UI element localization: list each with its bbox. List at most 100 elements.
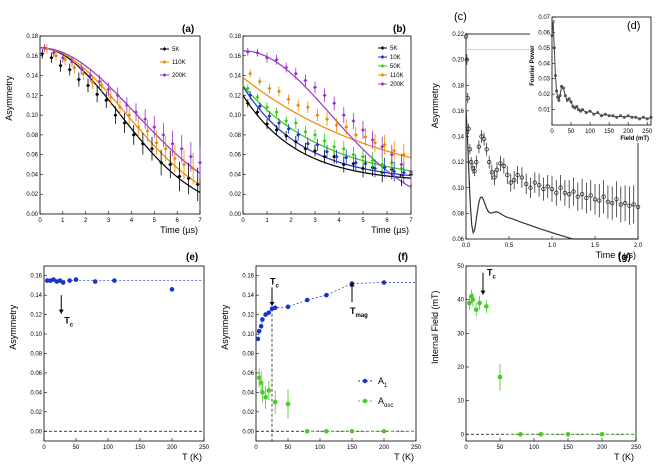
data-point: [622, 200, 628, 206]
data-point: [169, 287, 175, 292]
data-point: [322, 93, 327, 98]
data-point: [373, 140, 377, 145]
y-tick-label: 0.06: [30, 371, 42, 377]
x-tick-label: 0: [550, 129, 554, 135]
data-point: [79, 66, 84, 71]
x-tick-label: 1: [265, 218, 269, 224]
data-point: [501, 163, 507, 169]
panel-label: (d): [627, 20, 640, 32]
data-point: [124, 103, 129, 108]
data-point: [334, 154, 339, 159]
data-point: [341, 146, 346, 151]
data-point: [136, 124, 141, 129]
data-point: [51, 50, 56, 55]
data-point: [332, 154, 337, 159]
x-tick-label: 50: [73, 445, 80, 451]
x-tick-label: 1.0: [548, 243, 557, 249]
panel-d: 0.01 0.02 0.03 0.04 0.05 0.06 0.07 0 50 100 150 200…: [530, 9, 655, 143]
data-point: [265, 122, 269, 127]
data-point: [563, 94, 567, 98]
data-point: [303, 146, 308, 151]
data-point: [257, 79, 262, 84]
data-point: [145, 128, 150, 133]
data-point: [619, 114, 623, 118]
data-point: [163, 146, 168, 151]
data-point: [99, 83, 104, 88]
data-point: [245, 49, 250, 54]
data-point: [508, 180, 513, 185]
data-point: [255, 336, 261, 342]
data-point: [588, 193, 593, 198]
y-tick-label: 0.10: [452, 186, 464, 192]
y-axis-title: Internal Field (mT): [430, 290, 440, 364]
data-point: [569, 100, 573, 104]
x-tick-label: 1: [61, 218, 65, 224]
data-point: [60, 55, 65, 60]
y-tick-label: 0.00: [242, 429, 254, 435]
data-point: [67, 278, 72, 283]
data-point: [255, 110, 260, 115]
data-point: [256, 375, 262, 381]
y-tick-label: 0.10: [229, 113, 241, 119]
data-point: [468, 159, 474, 165]
legend-label: 110K: [390, 73, 404, 79]
data-point: [255, 95, 260, 100]
data-point: [322, 154, 327, 159]
y-tick-label: 0.16: [26, 54, 38, 60]
y-tick-label: 0.10: [30, 332, 42, 338]
x-tick-label: 5: [361, 218, 365, 224]
data-point: [42, 45, 47, 50]
data-point: [532, 180, 537, 185]
x-tick-label: 50: [285, 445, 292, 451]
data-point: [361, 154, 365, 159]
data-point: [313, 148, 317, 153]
x-tick-label: 7: [409, 218, 413, 224]
x-tick-label: 3: [107, 218, 111, 224]
panel-label: (c): [454, 11, 467, 23]
data-point: [353, 132, 358, 137]
data-point: [332, 101, 337, 106]
x-tick-label: 50: [497, 445, 504, 451]
x-tick-label: 150: [604, 129, 615, 135]
data-point: [511, 177, 517, 183]
data-point: [172, 156, 177, 161]
data-point: [272, 305, 278, 311]
data-point: [260, 390, 265, 395]
data-point: [277, 121, 281, 126]
x-tick-label: 250: [631, 445, 642, 451]
data-point: [286, 126, 291, 131]
y-tick-label: 20: [457, 365, 464, 371]
y-tick-label: 0.10: [242, 332, 254, 338]
trend-line: [257, 282, 416, 339]
data-point: [641, 115, 645, 119]
data-point: [497, 374, 503, 380]
x-tick-label: 0: [38, 218, 42, 224]
x-axis-title: T (K): [182, 452, 202, 462]
data-point: [473, 307, 479, 313]
panel-label: (a): [182, 24, 194, 35]
data-point: [257, 104, 262, 109]
data-point: [584, 111, 588, 115]
y-tick-label: 0.06: [452, 237, 464, 243]
y-tick-label: 30: [457, 331, 464, 337]
data-point: [44, 278, 50, 283]
data-point: [260, 317, 265, 322]
legend-marker: [362, 398, 368, 404]
y-tick-label: 0.00: [30, 429, 42, 435]
annotation-arrowhead: [58, 309, 64, 314]
data-point: [305, 105, 310, 110]
data-point: [258, 323, 264, 329]
data-point: [555, 89, 559, 93]
legend-marker: [362, 378, 368, 384]
data-point: [463, 34, 469, 39]
x-tick-label: 100: [103, 445, 114, 451]
x-tick-label: 100: [529, 445, 540, 451]
data-point: [313, 132, 317, 137]
x-tick-label: 0.5: [505, 243, 514, 249]
data-point: [304, 428, 310, 434]
data-point: [380, 162, 385, 167]
y-tick-label: 0.06: [242, 371, 254, 377]
x-tick-label: 150: [347, 445, 358, 451]
data-point: [303, 129, 308, 134]
annotation-label: Tc: [487, 268, 497, 281]
